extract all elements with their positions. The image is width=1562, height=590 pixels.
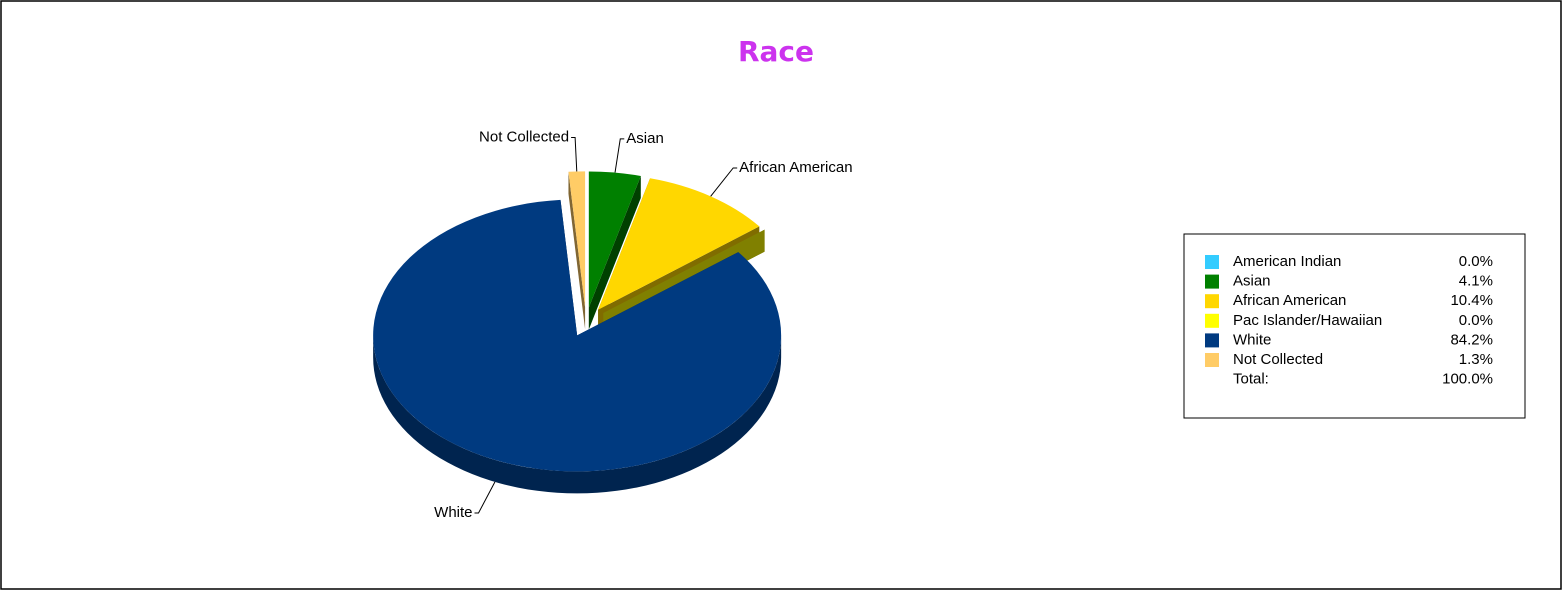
- pie-cut: [568, 171, 586, 330]
- legend-label: Asian: [1233, 273, 1271, 290]
- legend-swatch: [1205, 333, 1219, 348]
- legend-label: American Indian: [1233, 253, 1341, 270]
- legend-swatch: [1205, 313, 1219, 328]
- legend-value: 0.0%: [1459, 253, 1493, 270]
- pie-slice: [588, 171, 641, 308]
- legend-value: 84.2%: [1450, 331, 1493, 348]
- legend-label: White: [1233, 331, 1271, 348]
- legend-total-value: 100.0%: [1442, 371, 1493, 388]
- pie-tops: [373, 171, 782, 472]
- slice-label: Asian: [626, 130, 664, 147]
- legend-label: Not Collected: [1233, 351, 1323, 368]
- legend-box: [1183, 233, 1526, 419]
- legend-swatch: [1205, 353, 1219, 367]
- pie-slice: [373, 199, 782, 472]
- pie-slice: [598, 178, 760, 310]
- chart-title: Race: [738, 35, 814, 68]
- legend-swatch: [1205, 255, 1219, 269]
- legend-swatch: [1205, 274, 1219, 289]
- legend-label: Pac Islander/Hawaiian: [1233, 312, 1382, 329]
- slice-label: African American: [739, 159, 852, 176]
- legend-total-label: Total:: [1233, 371, 1269, 388]
- slice-label: White: [434, 504, 472, 521]
- legend-value: 1.3%: [1459, 351, 1493, 368]
- pie-slice: [568, 171, 586, 308]
- legend-label: African American: [1233, 292, 1346, 309]
- legend-value: 10.4%: [1450, 292, 1493, 309]
- legend-value: 0.0%: [1459, 312, 1493, 329]
- leader-line: [614, 138, 625, 173]
- leader-line: [710, 167, 738, 197]
- slice-label: Not Collected: [479, 128, 569, 145]
- leader-line: [571, 136, 578, 172]
- pie-cut: [588, 175, 641, 330]
- leader-line: [474, 481, 496, 514]
- pie-side: [373, 335, 782, 494]
- legend-value: 4.1%: [1459, 273, 1493, 290]
- legend-swatch: [1205, 294, 1219, 309]
